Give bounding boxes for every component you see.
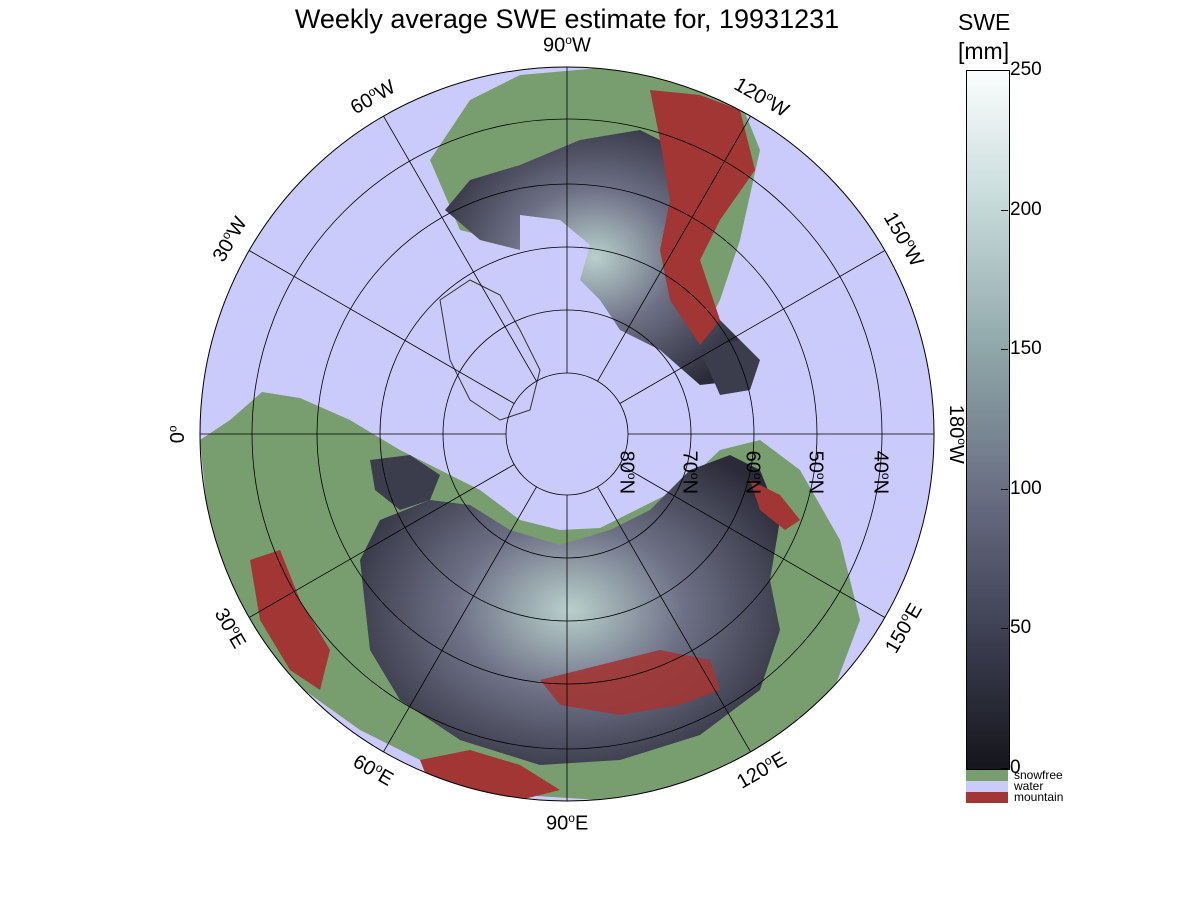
meridian-line <box>597 486 751 753</box>
colorbar-tick-mark <box>1001 768 1008 769</box>
siberia-mountain-belt <box>540 650 720 715</box>
longitude-label: 180oW <box>944 404 969 464</box>
colorbar-unit: [mm] <box>958 38 1010 64</box>
meridian-line <box>383 115 537 382</box>
meridian-line <box>619 464 886 618</box>
hudson-bay <box>520 215 590 285</box>
legend-label-mountain: mountain <box>1014 790 1064 804</box>
europe-mountain-belt <box>250 550 330 690</box>
colorbar-title: SWE <box>958 9 1011 35</box>
colorbar-tick-label: 150 <box>1010 338 1042 360</box>
meridian-line <box>248 250 515 404</box>
colorbar-tick-mark <box>1001 70 1008 71</box>
legend-swatch-snowfree <box>966 770 1008 781</box>
colorbar-tick-label: 100 <box>1010 477 1042 499</box>
map-title: Weekly average SWE estimate for, 1993123… <box>294 4 840 34</box>
meridian-line <box>383 486 537 753</box>
greenland <box>439 279 541 421</box>
colorbar-tick-mark <box>1001 209 1008 211</box>
latitude-label: 70oN <box>677 450 702 494</box>
legend-label-snowfree: snowfree <box>1014 768 1063 782</box>
kamchatka-land <box>750 480 800 530</box>
longitude-label: 90oW <box>543 32 591 57</box>
legend-swatch-water <box>966 781 1008 792</box>
legend-swatch-mountain <box>966 792 1008 803</box>
colorbar-tick-label: 200 <box>1010 198 1042 220</box>
meridian-line <box>248 464 515 618</box>
graticule <box>200 67 934 801</box>
colorbar-tick-label: 250 <box>1010 59 1042 80</box>
colorbar-tick-mark <box>1001 628 1008 630</box>
colorbar-tick-mark <box>1001 488 1008 490</box>
alaska-land <box>700 340 760 395</box>
scandinavia-land <box>370 455 440 510</box>
colorbar-gradient <box>966 70 1010 770</box>
colorbar-tick-mark <box>1001 349 1008 351</box>
colorbar-tick-label: 50 <box>1010 617 1032 639</box>
latitude-label: 60oN <box>740 450 765 494</box>
latitude-label: 40oN <box>868 450 893 494</box>
meridian-line <box>619 250 886 404</box>
map-boundary <box>199 66 935 802</box>
colorbar-tick-label: 0 <box>1010 757 1021 778</box>
longitude-label: 90oE <box>546 810 589 835</box>
meridian-line <box>597 115 751 382</box>
legend-label-water: water <box>1014 779 1044 793</box>
longitude-label: 0o <box>165 424 190 443</box>
latitude-label: 80oN <box>614 450 639 494</box>
latitude-label: 50oN <box>803 450 828 494</box>
